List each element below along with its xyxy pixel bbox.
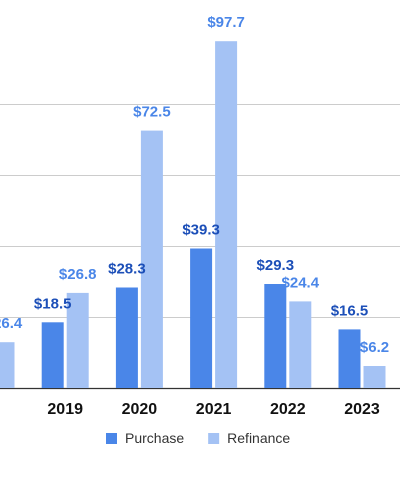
x-axis: 820192020202120222023 [47,401,380,418]
x-tick-label: 2021 [196,401,232,418]
x-tick-label: 2023 [344,401,380,418]
bar-purchase-2020[interactable] [115,287,138,389]
x-tick-label: 2022 [270,401,306,418]
legend: Purchase Refinance [106,430,290,446]
legend-swatch-purchase [106,433,117,444]
data-label-purchase-2023: $16.5 [331,302,369,319]
data-label-refinance-2022: $24.4 [282,274,320,291]
bar-purchase-2021[interactable] [190,248,213,389]
legend-label-refinance[interactable]: Refinance [227,430,290,446]
data-label-refinance-2023: $6.2 [360,339,389,356]
data-label-purchase-2022: $29.3 [257,257,295,274]
data-label-purchase-2021: $39.3 [182,222,220,239]
legend-label-purchase[interactable]: Purchase [125,430,184,446]
bar-refinance-2023[interactable] [363,366,386,388]
bar-refinance-2019[interactable] [66,292,89,388]
bars [0,41,386,388]
bar-purchase-2019[interactable] [41,322,64,388]
data-label-purchase-2020: $28.3 [108,261,146,278]
data-labels: $26.4 $18.5 $26.8 $28.3 $72.5 $39.3 $97.7 $29.3… [0,14,389,356]
bar-purchase-2023[interactable] [338,329,361,388]
gridlines [0,104,400,390]
bar-refinance-2018[interactable] [0,342,15,388]
bar-purchase-2022[interactable] [264,284,287,388]
data-label-refinance-2020: $72.5 [133,104,171,121]
data-label-purchase-2019: $18.5 [34,295,72,312]
bar-refinance-2020[interactable] [140,130,163,388]
legend-swatch-refinance [208,433,220,444]
data-label-refinance-2018: $26.4 [0,315,23,332]
x-tick-label: 2019 [47,401,83,418]
data-label-refinance-2019: $26.8 [59,266,97,283]
bar-refinance-2022[interactable] [289,301,312,388]
data-label-refinance-2021: $97.7 [207,14,245,31]
bar-refinance-2021[interactable] [215,41,238,388]
x-tick-label: 2020 [122,401,158,418]
